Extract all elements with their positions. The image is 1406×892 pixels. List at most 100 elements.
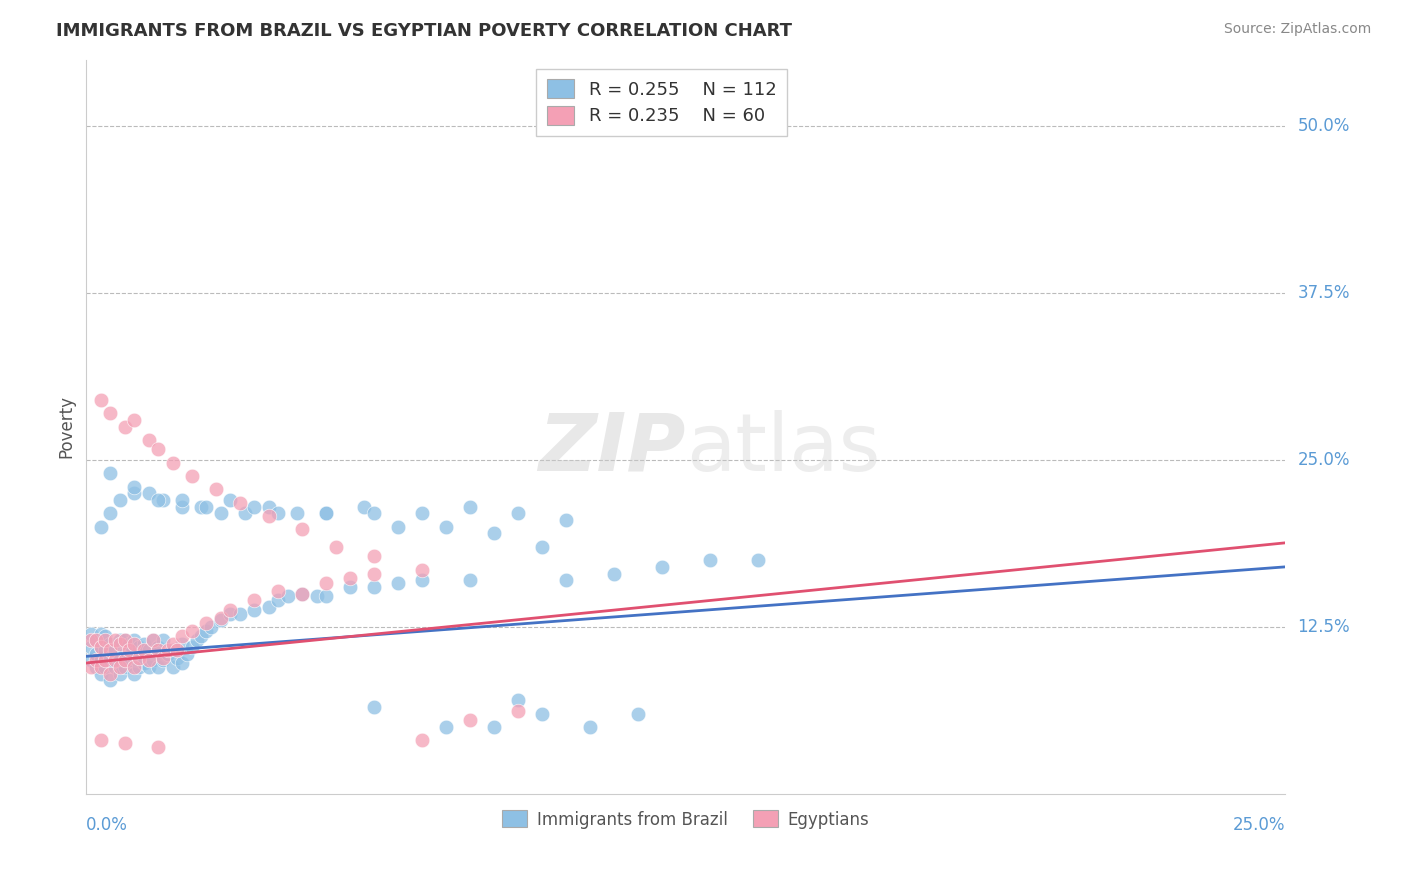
Point (108, 633, 131, 648)
Text: 0.0%: 0.0% (86, 816, 128, 834)
Point (138, 486, 160, 500)
Point (387, 520, 409, 534)
Point (162, 660, 184, 674)
Point (530, 706, 553, 721)
Point (98, 507, 121, 521)
Point (98, 642, 121, 657)
Point (579, 720, 602, 734)
Point (90, 626, 112, 640)
Point (156, 642, 179, 657)
Text: IMMIGRANTS FROM BRAZIL VS EGYPTIAN POVERTY CORRELATION CHART: IMMIGRANTS FROM BRAZIL VS EGYPTIAN POVER… (56, 22, 792, 40)
Point (94, 653, 117, 667)
Point (325, 540, 347, 554)
Point (80, 633, 103, 648)
Point (482, 526, 505, 541)
Point (148, 442, 170, 457)
Point (651, 559, 673, 574)
Point (219, 607, 242, 621)
Point (219, 602, 242, 616)
Point (90, 392, 112, 407)
Point (98, 653, 121, 667)
Point (90, 660, 112, 674)
Point (411, 573, 433, 587)
Point (80, 640, 103, 654)
Text: 25.0%: 25.0% (1298, 451, 1350, 469)
Point (128, 660, 150, 674)
Point (128, 650, 150, 665)
Text: ZIP: ZIP (538, 409, 686, 488)
Point (108, 637, 131, 651)
Text: 25.0%: 25.0% (1233, 816, 1285, 834)
Point (172, 500, 194, 514)
Point (108, 666, 131, 681)
Point (277, 589, 299, 603)
Point (98, 467, 121, 481)
Point (142, 633, 165, 648)
Point (122, 413, 145, 427)
Point (148, 493, 170, 508)
Point (114, 736, 136, 750)
Point (122, 480, 145, 494)
Point (166, 642, 188, 657)
Point (122, 666, 145, 681)
Point (176, 647, 198, 661)
Point (209, 613, 232, 627)
Point (162, 456, 184, 470)
Point (243, 500, 266, 514)
Point (363, 507, 385, 521)
Point (195, 624, 218, 638)
Point (94, 629, 117, 643)
Point (138, 433, 160, 447)
Point (339, 570, 361, 584)
Point (458, 714, 481, 728)
Point (434, 520, 457, 534)
Point (90, 733, 112, 747)
Point (90, 640, 112, 654)
Point (530, 540, 553, 554)
Point (128, 640, 150, 654)
Point (138, 660, 160, 674)
Point (114, 419, 136, 434)
Point (152, 650, 174, 665)
Point (84, 647, 107, 661)
Point (122, 486, 145, 500)
Point (152, 633, 174, 648)
Point (172, 493, 194, 508)
Point (104, 642, 127, 657)
Text: 37.5%: 37.5% (1298, 285, 1350, 302)
Point (80, 660, 103, 674)
Point (554, 573, 576, 587)
Point (98, 406, 121, 420)
Point (434, 720, 457, 734)
Point (363, 566, 385, 581)
Point (387, 575, 409, 590)
Point (98, 637, 121, 651)
Point (257, 509, 280, 524)
Point (291, 586, 314, 600)
Point (458, 573, 481, 587)
Text: 12.5%: 12.5% (1298, 618, 1350, 636)
Point (554, 513, 576, 527)
Point (108, 660, 131, 674)
Point (148, 740, 170, 755)
Point (148, 640, 170, 654)
Point (291, 523, 314, 537)
Point (132, 637, 155, 651)
Point (122, 660, 145, 674)
Point (118, 642, 141, 657)
Point (243, 593, 266, 607)
Point (84, 633, 107, 648)
Point (80, 653, 103, 667)
Point (152, 493, 174, 508)
Point (195, 615, 218, 630)
Point (104, 633, 127, 648)
Point (627, 706, 650, 721)
Point (132, 642, 155, 657)
Point (315, 589, 337, 603)
Point (506, 693, 529, 707)
Point (104, 660, 127, 674)
Point (267, 593, 290, 607)
Point (233, 507, 256, 521)
Text: Source: ZipAtlas.com: Source: ZipAtlas.com (1223, 22, 1371, 37)
Text: atlas: atlas (686, 409, 880, 488)
